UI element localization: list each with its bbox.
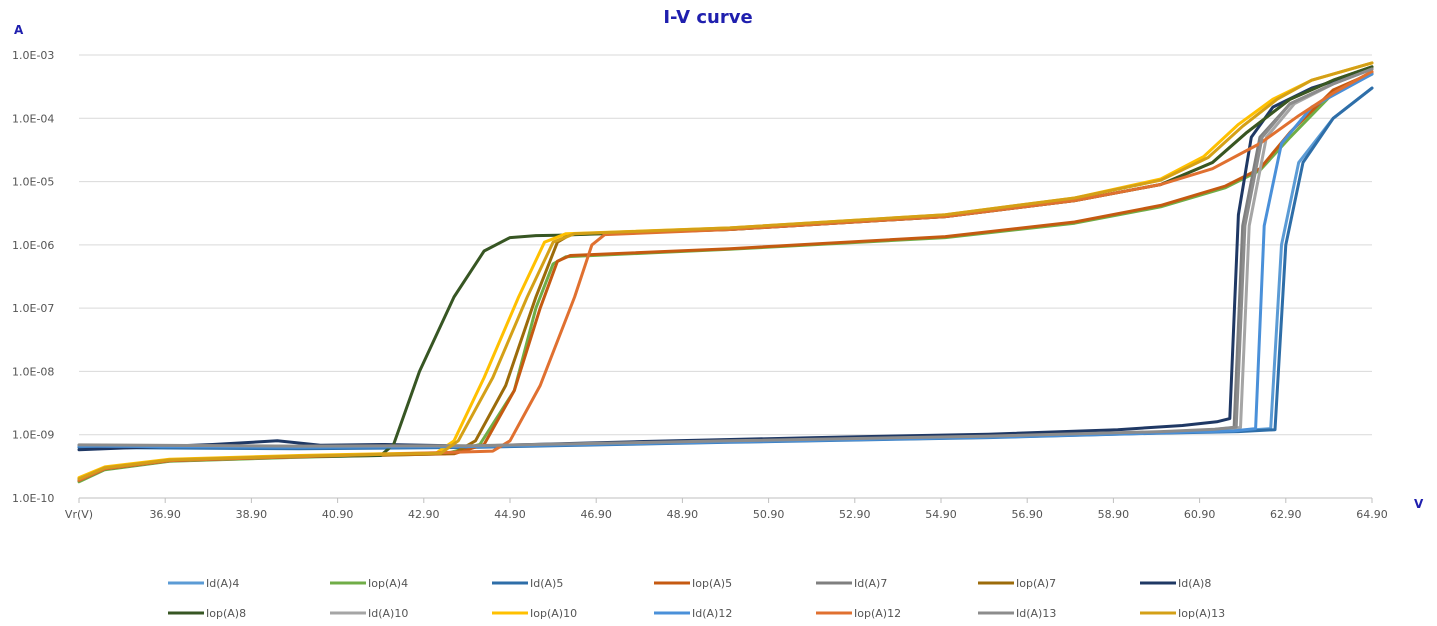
x-tick-label: 54.90 <box>925 508 957 521</box>
x-tick-label: 48.90 <box>667 508 699 521</box>
y-tick-label: 1.0E-05 <box>12 176 54 189</box>
legend-label: Iop(A)10 <box>530 607 577 620</box>
legend-label: Id(A)10 <box>368 607 408 620</box>
series-line-ida7 <box>77 67 1374 449</box>
x-tick-label: 52.90 <box>839 508 871 521</box>
x-tick-label: Vr(V) <box>65 508 93 521</box>
series-line-iopa7 <box>77 65 1374 481</box>
series-line-iopa8 <box>77 65 1374 482</box>
x-tick-label: 36.90 <box>149 508 181 521</box>
legend-label: Id(A)7 <box>854 577 887 590</box>
series-line-ida12 <box>77 72 1374 449</box>
x-tick-label: 46.90 <box>580 508 612 521</box>
x-tick-label: 56.90 <box>1011 508 1043 521</box>
chart-title: I-V curve <box>663 7 752 28</box>
legend-label: Id(A)8 <box>1178 577 1211 590</box>
y-tick-label: 1.0E-04 <box>12 112 54 125</box>
legend-label: Iop(A)4 <box>368 577 408 590</box>
legend-label: Id(A)5 <box>530 577 563 590</box>
y-tick-label: 1.0E-10 <box>12 492 54 505</box>
legend-label: Iop(A)13 <box>1178 607 1225 620</box>
legend-label: Id(A)13 <box>1016 607 1056 620</box>
x-tick-label: 42.90 <box>408 508 440 521</box>
x-tick-label: 40.90 <box>322 508 354 521</box>
series-line-ida4 <box>77 86 1374 450</box>
y-tick-label: 1.0E-07 <box>12 302 54 315</box>
series-line-iopa10 <box>77 61 1374 480</box>
series-line-iopa13 <box>77 61 1374 481</box>
series-line-ida10 <box>77 67 1374 449</box>
series-layer <box>77 61 1374 484</box>
x-axis-unit-label: V <box>1414 497 1424 511</box>
legend-label: Id(A)12 <box>692 607 732 620</box>
x-tick-label: 50.90 <box>753 508 785 521</box>
legend-label: Iop(A)8 <box>206 607 246 620</box>
grid-layer <box>78 54 1373 503</box>
legend: Id(A)4 Iop(A)4 Id(A)5 Iop(A)5 Id(A)7 Iop(A)7 I… <box>168 577 1225 620</box>
series-line-ida8 <box>77 67 1374 452</box>
y-tick-label: 1.0E-06 <box>12 239 54 252</box>
legend-label: Iop(A)5 <box>692 577 732 590</box>
series-line-ida5 <box>77 86 1374 451</box>
x-tick-label: 38.90 <box>236 508 268 521</box>
y-tick-label: 1.0E-03 <box>12 49 54 62</box>
series-line-iopa12 <box>77 69 1374 482</box>
x-tick-label: 64.90 <box>1356 508 1388 521</box>
y-tick-label: 1.0E-08 <box>12 365 54 378</box>
y-tick-labels: 1.0E-10 1.0E-09 1.0E-08 1.0E-07 1.0E-06 1.0E-… <box>12 49 54 505</box>
y-axis-unit-label: A <box>14 23 24 37</box>
series-line-iopa5 <box>77 71 1374 482</box>
x-tick-label: 60.90 <box>1184 508 1216 521</box>
legend-label: Iop(A)7 <box>1016 577 1056 590</box>
x-tick-label: 58.90 <box>1098 508 1130 521</box>
legend-label: Iop(A)12 <box>854 607 901 620</box>
series-line-iopa4 <box>77 72 1374 484</box>
series-line-ida13 <box>77 67 1374 448</box>
x-tick-labels: Vr(V) 36.90 38.90 40.90 42.90 44.90 46.90 48.90… <box>65 508 1388 521</box>
legend-label: Id(A)4 <box>206 577 239 590</box>
x-tick-label: 62.90 <box>1270 508 1302 521</box>
x-tick-label: 44.90 <box>494 508 526 521</box>
y-tick-label: 1.0E-09 <box>12 429 54 442</box>
